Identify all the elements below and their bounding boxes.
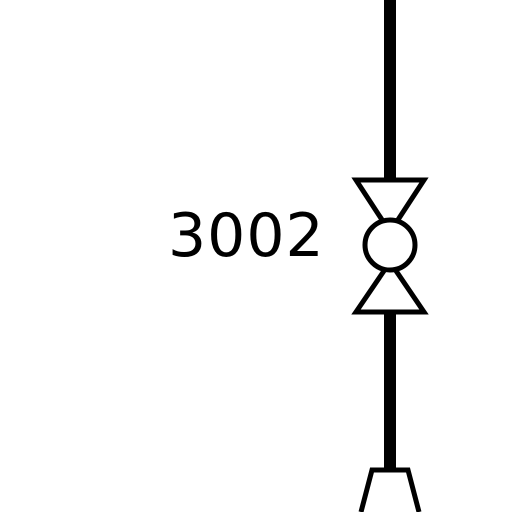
reducer-icon[interactable]	[358, 467, 422, 512]
reducer-outline	[358, 467, 422, 512]
valve-ball	[362, 217, 418, 273]
valve-lower-triangle	[351, 257, 429, 315]
valve-tag-label: 3002	[168, 201, 325, 271]
valve-upper-triangle	[351, 177, 429, 237]
ball-valve-icon[interactable]	[351, 177, 429, 315]
